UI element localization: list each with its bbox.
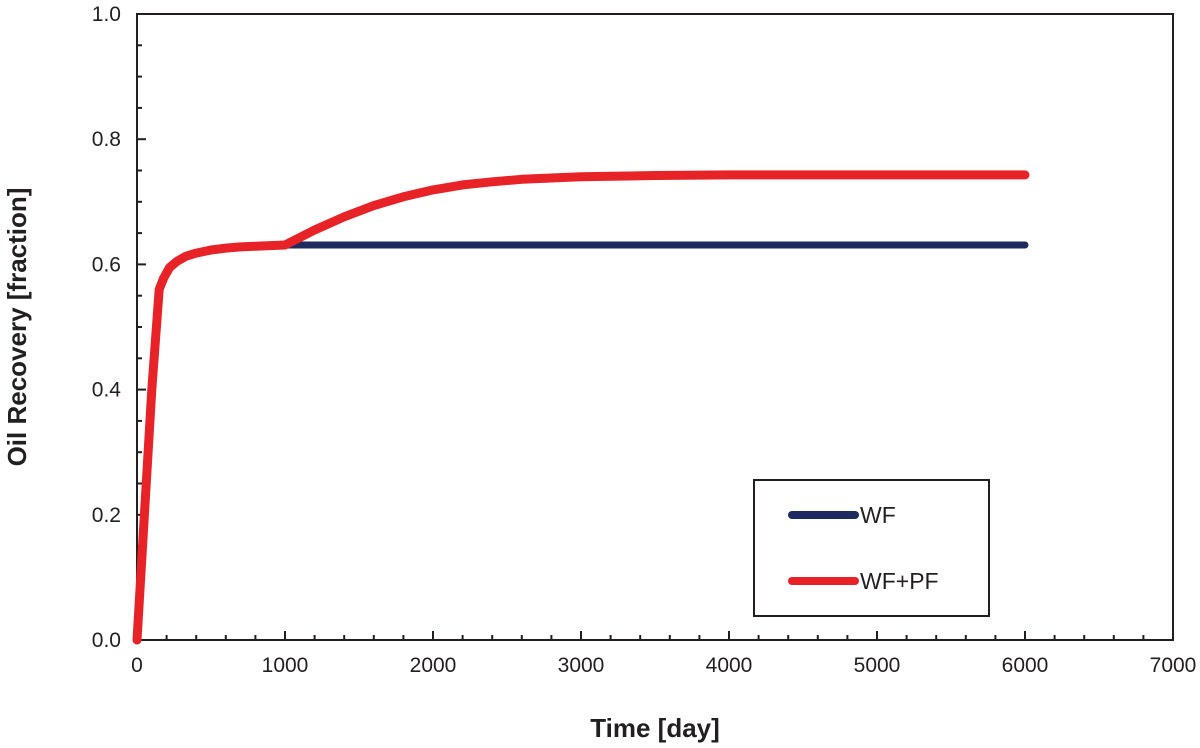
axis-tick-labels: 0 1000 2000 3000 4000 5000 6000 7000 0.0 0.2 0.4 0.… [92, 3, 1197, 677]
x-axis-title: Time [day] [590, 713, 720, 743]
x-tick-label: 4000 [706, 654, 753, 677]
y-tick-label: 1.0 [92, 3, 121, 26]
series-line-wf-pf [132, 170, 1030, 645]
data-series [132, 170, 1030, 645]
x-tick-label: 5000 [854, 654, 901, 677]
legend: WF WF+PF [753, 479, 990, 617]
legend-box [753, 479, 990, 617]
y-tick-label: 0.6 [92, 253, 121, 276]
x-tick-label: 0 [131, 654, 143, 677]
y-axis-title: Oil Recovery [fraction] [2, 188, 32, 467]
x-tick-label: 3000 [558, 654, 605, 677]
x-tick-label: 2000 [410, 654, 457, 677]
x-tick-label: 7000 [1150, 654, 1197, 677]
y-tick-label: 0.0 [92, 629, 121, 652]
plot-frame [136, 13, 1174, 641]
axis-ticks [136, 13, 1174, 641]
y-tick-label: 0.8 [92, 128, 121, 151]
x-tick-label: 6000 [1002, 654, 1049, 677]
x-tick-label: 1000 [262, 654, 309, 677]
y-tick-label: 0.2 [92, 504, 121, 527]
y-tick-label: 0.4 [92, 379, 122, 402]
legend-label-wf: WF [860, 502, 896, 528]
legend-label-wf-pf: WF+PF [860, 568, 939, 594]
